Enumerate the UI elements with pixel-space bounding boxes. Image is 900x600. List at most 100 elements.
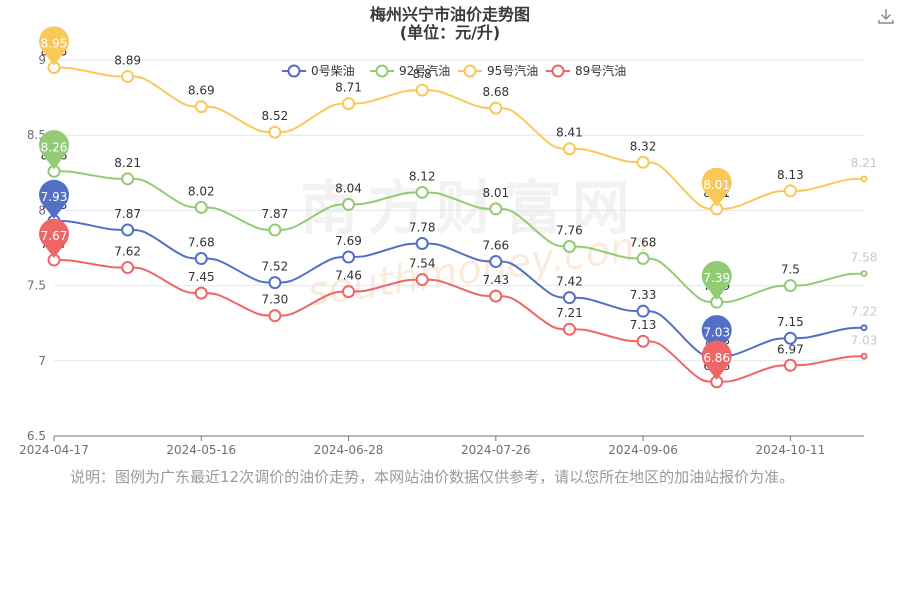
data-point[interactable]	[860, 324, 868, 332]
data-point[interactable]	[194, 100, 208, 114]
x-tick-label: 2024-06-28	[314, 443, 384, 457]
data-point[interactable]	[860, 270, 868, 278]
data-point[interactable]	[562, 239, 576, 253]
data-point[interactable]	[121, 261, 135, 275]
data-label: 7.58	[851, 251, 878, 265]
marker-pin: 7.39	[701, 260, 732, 301]
legend-item-1[interactable]: 92号汽油	[370, 63, 450, 78]
data-label: 8.52	[262, 109, 289, 123]
data-point[interactable]	[194, 200, 208, 214]
data-label: 8.21	[114, 156, 141, 170]
data-label: 7.54	[409, 257, 436, 271]
data-point[interactable]	[121, 70, 135, 84]
data-point[interactable]	[489, 101, 503, 115]
series-line-1	[53, 170, 865, 304]
data-label: 7.52	[262, 260, 289, 274]
data-label: 7.5	[781, 263, 800, 277]
data-point[interactable]	[562, 142, 576, 156]
data-label: 8.21	[851, 156, 878, 170]
footnote: 说明：图例为广东最近12次调价的油价走势，本网站油价数据仅供参考，请以您所在地区…	[70, 468, 795, 486]
data-point[interactable]	[636, 155, 650, 169]
grid	[54, 59, 864, 362]
data-label: 7.33	[630, 288, 657, 302]
data-label: 7.66	[482, 239, 509, 253]
data-point[interactable]	[194, 286, 208, 300]
marker-pin: 7.93	[39, 179, 69, 219]
data-label: 7.68	[188, 236, 215, 250]
data-point[interactable]	[783, 331, 797, 345]
data-point[interactable]	[860, 352, 868, 360]
legend-item-3[interactable]: 89号汽油	[546, 63, 626, 78]
data-point[interactable]	[562, 291, 576, 305]
marker-pin-shape	[701, 167, 732, 207]
data-point[interactable]	[342, 197, 356, 211]
data-label: 7.87	[262, 207, 289, 221]
data-point[interactable]	[342, 250, 356, 264]
data-point[interactable]	[415, 236, 429, 250]
legend[interactable]: 0号柴油 92号汽油 95号汽油 89号汽油	[282, 63, 626, 78]
legend-item-2[interactable]: 95号汽油	[458, 63, 538, 78]
chart-title: 梅州兴宁市油价走势图	[370, 5, 530, 24]
data-point[interactable]	[415, 273, 429, 287]
marker-pin: 8.26	[39, 130, 69, 170]
series-line-3	[53, 259, 865, 383]
data-point[interactable]	[489, 289, 503, 303]
data-point[interactable]	[783, 279, 797, 293]
legend-item-0[interactable]: 0号柴油	[282, 64, 355, 78]
data-point[interactable]	[489, 255, 503, 269]
data-point[interactable]	[194, 252, 208, 266]
data-label: 7.68	[630, 236, 657, 250]
legend-marker	[463, 64, 477, 78]
data-label: 7.42	[556, 275, 583, 289]
data-point[interactable]	[415, 185, 429, 199]
marker-pin-label: 8.01	[703, 178, 730, 192]
marker-pin: 6.86	[701, 340, 732, 380]
data-label: 7.46	[335, 269, 362, 283]
marker-pin: 8.01	[701, 167, 732, 207]
data-point[interactable]	[636, 304, 650, 318]
data-point[interactable]	[636, 334, 650, 348]
data-point[interactable]	[342, 97, 356, 111]
marker-pin-label: 7.03	[703, 325, 730, 339]
data-point[interactable]	[860, 175, 868, 183]
data-label: 8.69	[188, 84, 215, 98]
data-point[interactable]	[121, 223, 135, 237]
y-tick-label: 6.5	[27, 429, 46, 443]
marker-pin-label: 6.86	[703, 351, 730, 365]
marker-pin-shape	[701, 340, 732, 380]
data-label: 8.02	[188, 184, 215, 198]
data-label: 8.89	[114, 54, 141, 68]
data-label: 7.43	[482, 273, 509, 287]
y-tick-label: 7.5	[27, 279, 46, 293]
data-label: 7.03	[851, 333, 878, 347]
data-label: 8.8	[413, 67, 432, 81]
x-tick-label: 2024-09-06	[608, 443, 678, 457]
data-point[interactable]	[268, 276, 282, 290]
data-point[interactable]	[562, 322, 576, 336]
chart-subtitle: (单位：元/升)	[400, 23, 500, 42]
data-point[interactable]	[783, 358, 797, 372]
data-point[interactable]	[636, 252, 650, 266]
data-point[interactable]	[415, 83, 429, 97]
y-tick-label: 8	[38, 203, 46, 217]
data-point[interactable]	[342, 285, 356, 299]
data-label: 8.04	[335, 181, 362, 195]
data-label: 8.68	[482, 85, 509, 99]
data-label: 7.13	[630, 318, 657, 332]
marker-pin-label: 8.26	[41, 140, 68, 154]
data-point[interactable]	[121, 172, 135, 186]
x-tick-label: 2024-04-17	[19, 443, 89, 457]
data-point[interactable]	[783, 184, 797, 198]
data-point[interactable]	[489, 202, 503, 216]
x-tick-label: 2024-05-16	[166, 443, 236, 457]
data-label: 7.45	[188, 270, 215, 284]
data-label: 7.62	[114, 245, 141, 259]
y-tick-label: 9	[38, 53, 46, 67]
data-point[interactable]	[268, 223, 282, 237]
download-button[interactable]	[876, 6, 896, 26]
data-point[interactable]	[268, 309, 282, 323]
data-point[interactable]	[268, 125, 282, 139]
marker-pins: 7.93 7.03 8.26 7.39 8.95 8.01 7.67 6.86	[39, 26, 732, 380]
